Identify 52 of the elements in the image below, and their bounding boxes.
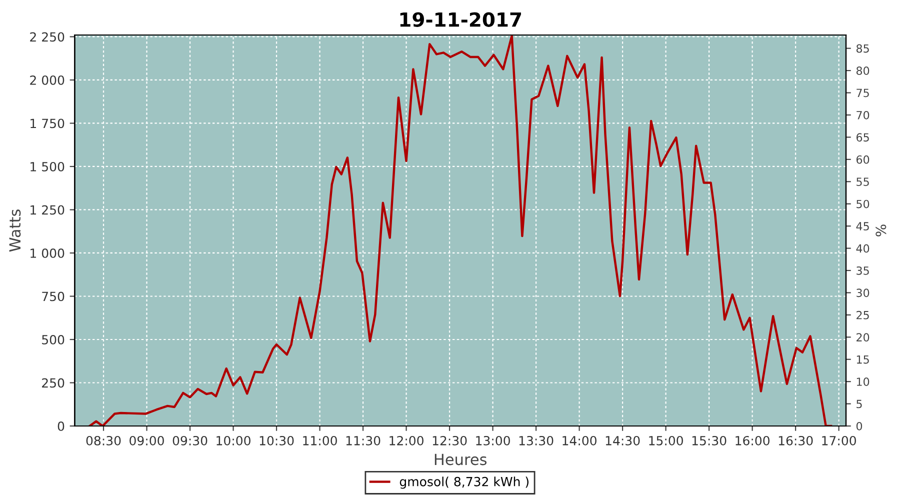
x-tick-label: 14:00 — [562, 436, 596, 446]
x-tick-label: 10:30 — [260, 436, 294, 446]
y2-tick-label: 70 — [856, 110, 870, 120]
legend-label: gmosol( 8,732 kWh ) — [400, 476, 528, 489]
y2-axis-title: % — [876, 224, 886, 236]
y2-tick-label: 15 — [856, 355, 869, 364]
x-tick-label: 11:30 — [346, 436, 380, 446]
x-tick-label: 17:00 — [822, 436, 856, 446]
y2-tick-label: 25 — [856, 310, 869, 320]
x-tick-label: 14:30 — [606, 436, 640, 446]
x-tick-label: 09:00 — [130, 436, 164, 446]
x-tick-label: 11:00 — [303, 436, 337, 446]
y2-tick-label: 35 — [856, 266, 869, 275]
y2-tick-label: 10 — [856, 378, 870, 386]
y-tick-label: 2 000 — [30, 75, 64, 85]
x-tick-label: 12:30 — [432, 436, 467, 446]
y-tick-label: 1 000 — [30, 248, 64, 258]
x-axis-title: Heures — [434, 454, 487, 466]
x-tick-label: 08:30 — [86, 436, 121, 446]
y2-tick-label: 85 — [856, 44, 869, 53]
x-tick-label: 16:30 — [778, 436, 813, 446]
x-tick-label: 15:30 — [692, 436, 726, 446]
x-tick-label: 12:00 — [390, 436, 424, 446]
y-tick-label: 750 — [42, 292, 64, 302]
y2-tick-label: 5 — [856, 400, 862, 408]
x-tick-label: 10:00 — [216, 436, 250, 446]
y2-tick-label: 30 — [856, 288, 870, 298]
x-tick-label: 13:00 — [476, 436, 510, 446]
y2-tick-label: 40 — [856, 244, 870, 253]
y2-tick-label: 20 — [856, 333, 870, 342]
y2-tick-label: 45 — [856, 222, 869, 230]
y2-tick-label: 60 — [856, 155, 870, 164]
y2-tick-label: 50 — [856, 200, 870, 208]
y2-tick-label: 65 — [856, 133, 869, 142]
line-series — [88, 35, 832, 426]
x-tick-label: 13:30 — [519, 436, 554, 446]
chart-title: 19-11-2017 — [400, 12, 521, 27]
y-axis-title: Watts — [9, 210, 21, 252]
y2-tick-label: 75 — [856, 88, 869, 98]
y2-tick-label: 55 — [856, 178, 869, 186]
y-tick-label: 1 250 — [30, 205, 64, 215]
x-tick-label: 15:00 — [649, 436, 683, 446]
y-tick-label: 250 — [42, 378, 64, 388]
y-tick-label: 2 250 — [30, 32, 64, 42]
x-tick-label: 16:00 — [736, 436, 770, 446]
y-tick-label: 1 500 — [30, 162, 64, 172]
y-tick-label: 1 750 — [30, 118, 64, 128]
x-tick-label: 09:30 — [172, 436, 208, 446]
y-tick-label: 500 — [42, 334, 64, 344]
y-tick-label: 0 — [58, 421, 64, 431]
y2-tick-label: 80 — [856, 66, 870, 75]
y2-tick-label: 0 — [856, 422, 862, 430]
